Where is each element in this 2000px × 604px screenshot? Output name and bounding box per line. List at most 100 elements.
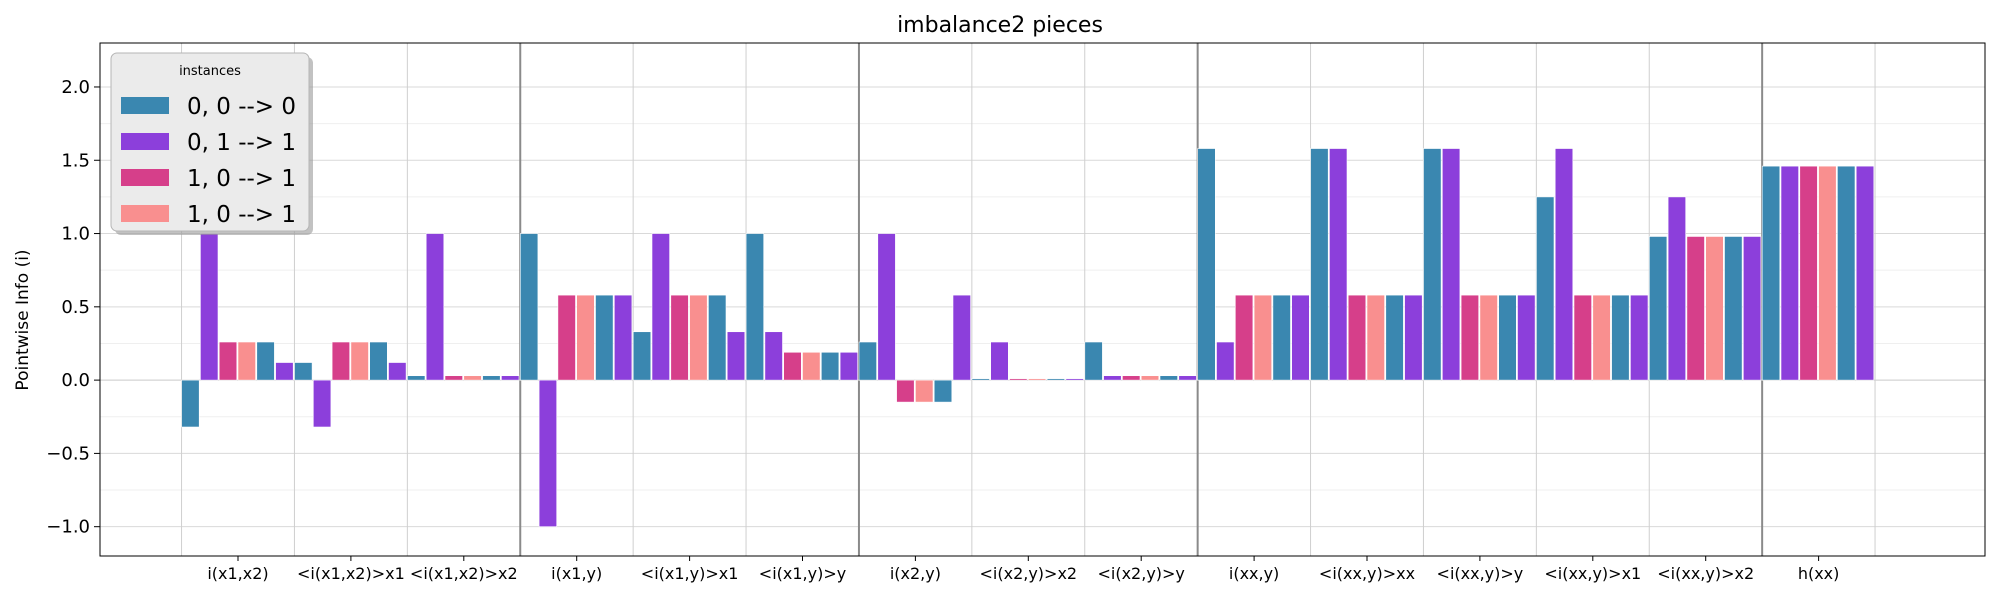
bar	[971, 378, 990, 381]
bar	[1404, 294, 1423, 381]
bar	[952, 294, 971, 381]
bar	[425, 233, 445, 381]
legend-entry-label: 0, 1 --> 1	[187, 130, 296, 156]
bar	[1065, 378, 1084, 381]
bar	[1667, 196, 1686, 381]
legend-swatch	[121, 97, 169, 114]
bar	[1197, 148, 1216, 381]
bar	[1122, 375, 1141, 381]
bar	[1611, 294, 1630, 381]
legend-entry-label: 1, 0 --> 1	[187, 166, 296, 192]
legend-entry-label: 1, 0 --> 1	[187, 202, 296, 228]
bars-layer	[181, 148, 1875, 527]
bar	[595, 294, 614, 381]
bar	[237, 341, 256, 381]
bar	[1103, 375, 1122, 381]
bar	[1178, 375, 1197, 381]
x-tick-label: <i(x2,y)>x2	[980, 564, 1078, 583]
x-tick-label: i(xx,y)	[1229, 564, 1279, 583]
plot-frame	[99, 42, 1986, 557]
bar	[1837, 165, 1856, 381]
bar	[1329, 148, 1348, 381]
x-tick-label: <i(xx,y)>x1	[1544, 564, 1641, 583]
y-tick-label: 2.0	[61, 77, 90, 98]
bar	[1460, 294, 1479, 381]
bar	[1159, 375, 1178, 381]
bar	[1780, 165, 1799, 381]
bar	[1517, 294, 1536, 381]
bar	[1442, 148, 1461, 381]
legend[interactable]: instances 0, 0 --> 0 0, 1 --> 1 1, 0 --> 1 1…	[110, 52, 313, 235]
bar	[388, 362, 407, 381]
bar	[745, 233, 764, 381]
bar	[350, 341, 369, 381]
legend-swatch	[121, 169, 169, 186]
bar	[1046, 378, 1065, 381]
x-tick-label: <i(x1,y)>y	[759, 564, 846, 583]
bar	[708, 294, 727, 381]
bar	[1479, 294, 1498, 381]
bar	[764, 331, 783, 381]
y-tick-label: 0.0	[61, 370, 90, 391]
x-tick-label: <i(x1,y)>x1	[641, 564, 739, 583]
bar	[1573, 294, 1592, 381]
bar	[519, 233, 539, 381]
x-tick-label: <i(xx,y)>xx	[1319, 564, 1415, 583]
legend-title: instances	[179, 64, 241, 79]
bar	[1084, 341, 1103, 381]
bar	[482, 375, 501, 381]
bar	[1235, 294, 1254, 381]
bar	[1705, 236, 1724, 381]
y-tick-label: −1.0	[46, 517, 90, 538]
bar	[312, 379, 332, 428]
x-tick-label: <i(xx,y)>y	[1437, 564, 1524, 583]
x-tick-label: <i(x2,y)>y	[1097, 564, 1184, 583]
bar	[915, 379, 934, 403]
bar	[1649, 236, 1668, 381]
bar	[538, 379, 557, 527]
bar	[1536, 196, 1555, 381]
axes-layer: 2.0 1.5 1.0 0.5 0.0 −0.5 −1.0 i(x1,x2) <i(x1,x2)…	[46, 42, 1986, 583]
bar	[726, 331, 746, 381]
bar	[275, 362, 294, 381]
bar	[444, 375, 463, 381]
bar	[1592, 294, 1611, 381]
bar	[1743, 236, 1762, 381]
bar	[877, 233, 896, 381]
bar	[1423, 148, 1442, 381]
bar	[256, 341, 275, 381]
bar	[613, 294, 633, 381]
bar	[463, 375, 482, 381]
bar	[858, 341, 877, 381]
bar	[218, 341, 238, 381]
bar	[1799, 165, 1818, 381]
chart-title: imbalance2 pieces	[897, 13, 1103, 38]
legend-swatch	[121, 205, 169, 222]
y-tick-label: 1.0	[61, 224, 90, 245]
bar	[802, 351, 821, 381]
bar	[1761, 165, 1781, 381]
y-tick-label: 0.5	[61, 297, 90, 318]
x-tick-label: <i(x1,x2)>x2	[410, 564, 518, 583]
bar	[933, 379, 953, 403]
bar	[1310, 148, 1329, 381]
bar	[1140, 375, 1160, 381]
y-axis-label: Pointwise Info (i)	[13, 249, 33, 390]
x-tick-label: i(x1,y)	[551, 564, 602, 583]
bar	[369, 341, 388, 381]
legend-swatch	[121, 133, 169, 150]
bar	[576, 294, 595, 381]
bar	[1855, 165, 1875, 381]
bar	[557, 294, 576, 381]
bar	[1366, 294, 1385, 381]
bar	[294, 362, 313, 381]
bar	[820, 351, 840, 381]
bar	[200, 233, 219, 381]
x-tick-label: i(x2,y)	[890, 564, 941, 583]
bar	[1554, 148, 1574, 381]
bar	[689, 294, 708, 381]
bar	[990, 341, 1009, 381]
bar	[1291, 294, 1310, 381]
